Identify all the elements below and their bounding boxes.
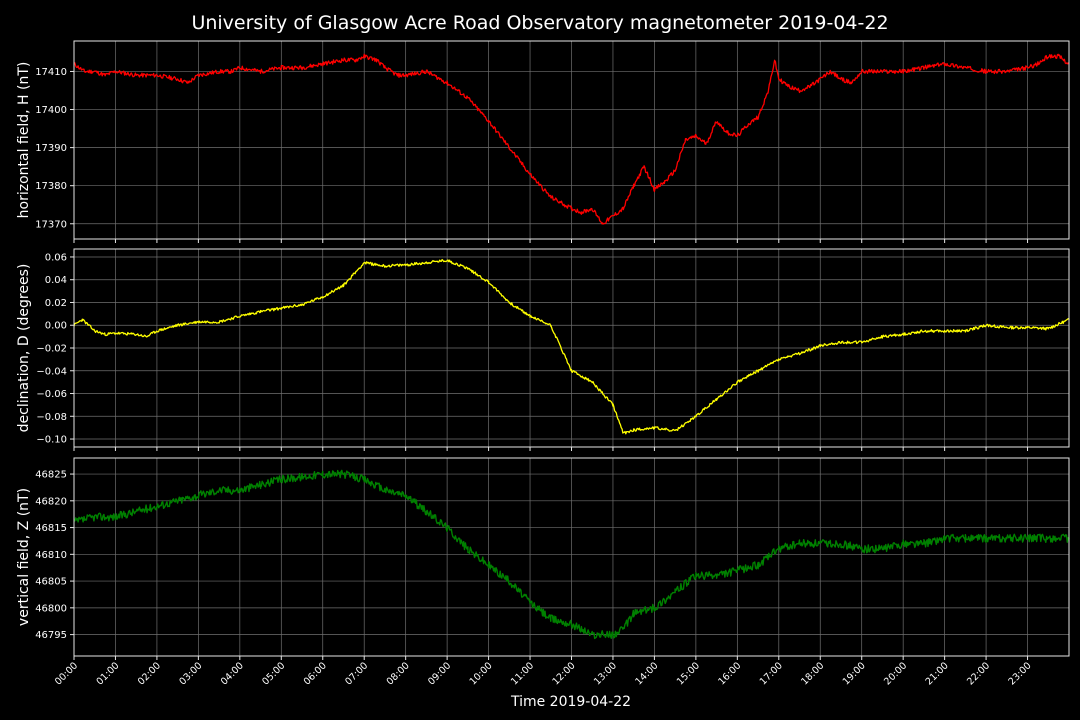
y-axis-label-z: vertical field, Z (nT): [16, 488, 32, 626]
panel-d: −0.10 −0.08 −0.06 −0.04 −0.02 0.00 0.02 0.04 0.0…: [16, 248, 1070, 451]
y-tick-label: −0.08: [36, 412, 67, 423]
y-axis-label-h: horizontal field, H (nT): [16, 62, 32, 219]
y-tick-label: 0.04: [45, 275, 67, 286]
y-tick-label: 46825: [35, 470, 67, 481]
y-tick-label: −0.10: [36, 435, 67, 446]
y-tick-label: 46810: [35, 550, 67, 561]
panel-z: 46795 46800 46805 46810 46815 46820 46825verti…: [16, 457, 1070, 660]
y-tick-label: 46805: [35, 577, 67, 588]
y-tick-label: −0.02: [36, 344, 67, 355]
y-tick-label: −0.04: [36, 366, 67, 377]
y-axis-label-d: declination, D (degrees): [16, 264, 32, 433]
y-tick-label: 0.00: [45, 321, 67, 332]
y-tick-label: 46815: [35, 523, 67, 534]
plot-border-z: [73, 457, 1070, 657]
plot-border-d: [73, 248, 1070, 448]
chart-title: University of Glasgow Acre Road Observat…: [191, 12, 888, 34]
series-line-h: [73, 53, 1070, 225]
series-line-d: [73, 258, 1070, 435]
y-tick-label: 17400: [35, 105, 67, 116]
y-tick-label: 17370: [35, 219, 67, 230]
y-tick-label: 17380: [35, 181, 67, 192]
plot-border-h: [73, 40, 1070, 240]
y-tick-label: 46820: [35, 496, 67, 507]
y-tick-label: −0.06: [36, 389, 67, 400]
y-tick-label: 17390: [35, 143, 67, 154]
series-line-z: [73, 469, 1070, 640]
y-tick-label: 0.02: [45, 298, 67, 309]
y-tick-label: 46795: [35, 630, 67, 641]
x-axis-label: Time 2019-04-22: [510, 694, 631, 710]
y-tick-label: 17410: [35, 67, 67, 78]
y-tick-label: 46800: [35, 603, 67, 614]
y-tick-label: 0.06: [45, 252, 67, 263]
